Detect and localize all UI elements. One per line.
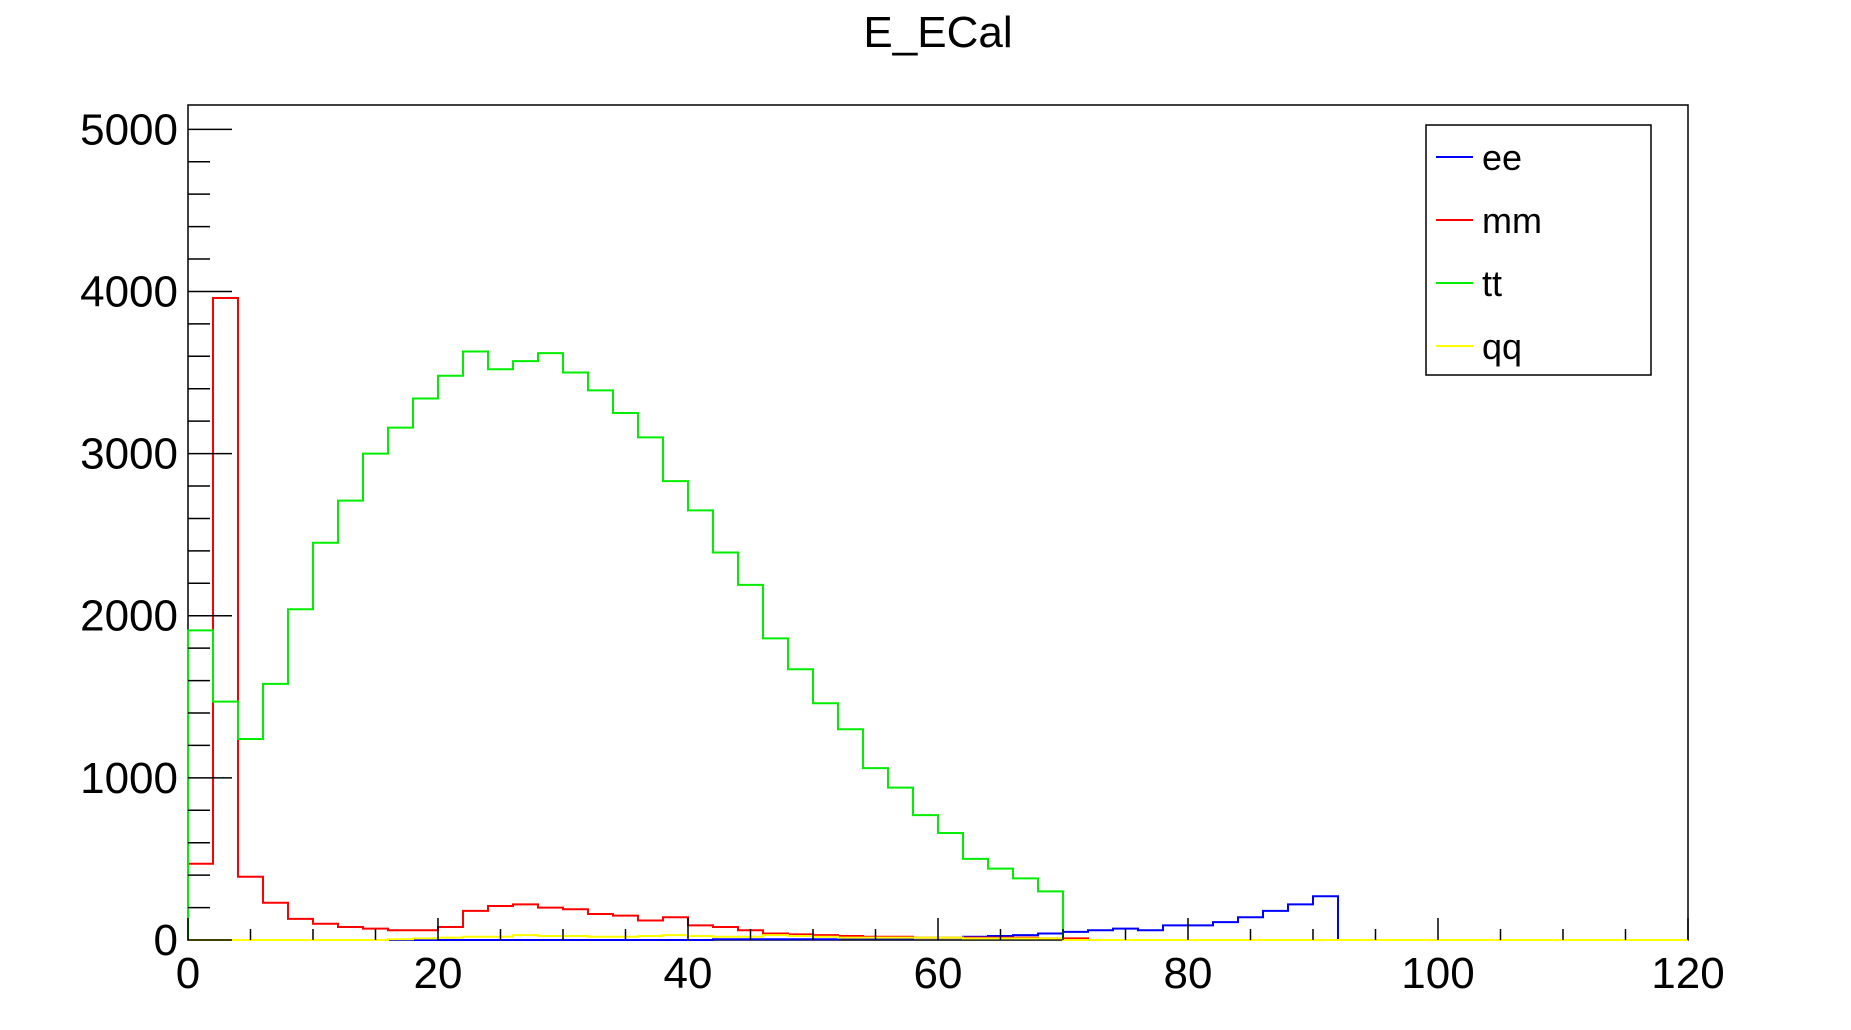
legend-label-ee: ee [1482, 137, 1522, 178]
y-tick-label: 4000 [80, 267, 178, 316]
x-tick-label: 60 [914, 949, 963, 998]
axes-layer: 0 20 40 60 80 100 120 0 1000 2000 3000 4000 5000 [80, 105, 1725, 998]
legend-label-qq: qq [1482, 326, 1522, 367]
legend-box [1425, 124, 1652, 376]
series-line-mm [187, 296, 1688, 941]
x-tick-label: 40 [664, 949, 713, 998]
x-tick-label: 0 [176, 949, 200, 998]
x-tick-label: 20 [414, 949, 463, 998]
legend: ee mm tt qq [1425, 124, 1652, 376]
x-tick-label: 100 [1401, 949, 1474, 998]
legend-label-mm: mm [1482, 200, 1542, 241]
y-tick-label: 0 [154, 916, 178, 965]
x-tick-label: 80 [1164, 949, 1213, 998]
legend-label-tt: tt [1482, 263, 1502, 304]
y-tick-label: 1000 [80, 754, 178, 803]
y-tick-label: 5000 [80, 105, 178, 154]
x-tick-label: 120 [1651, 949, 1724, 998]
chart-title: E_ECal [863, 8, 1012, 57]
series-layer [187, 296, 1688, 941]
series-line-tt [187, 350, 1688, 941]
y-tick-label: 3000 [80, 430, 178, 479]
y-tick-label: 2000 [80, 592, 178, 641]
